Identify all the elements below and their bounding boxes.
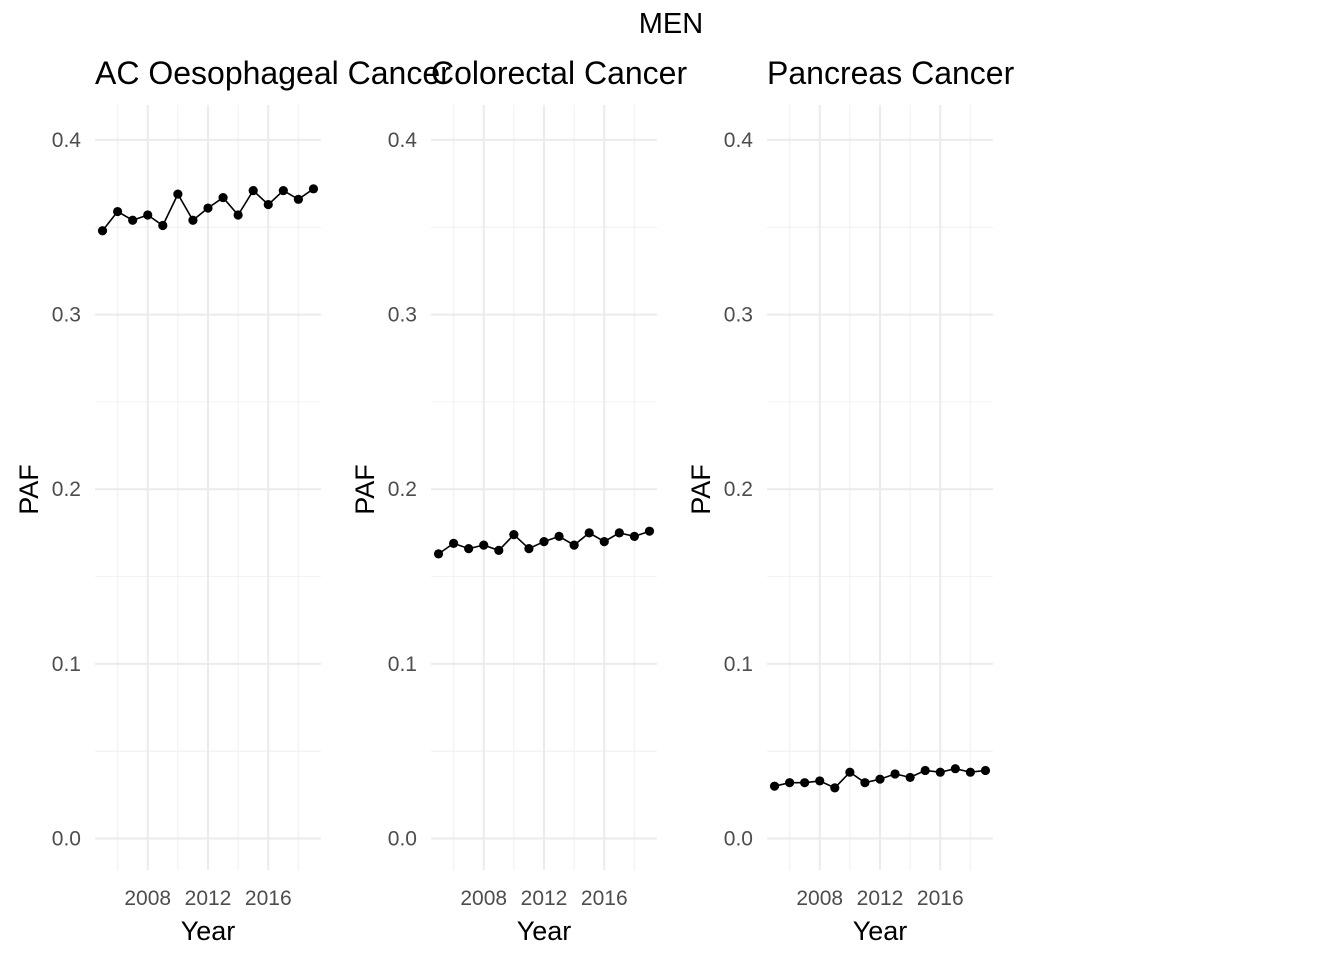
data-point bbox=[278, 185, 288, 196]
y-tick-label: 0.1 bbox=[388, 653, 417, 676]
data-point bbox=[785, 778, 795, 788]
data-point bbox=[173, 189, 183, 199]
data-point bbox=[113, 206, 123, 217]
data-point bbox=[614, 528, 624, 538]
x-tick-label: 2008 bbox=[124, 887, 171, 910]
data-point bbox=[449, 538, 459, 548]
x-axis-label: Year bbox=[181, 916, 236, 946]
data-point bbox=[158, 220, 168, 231]
y-tick-label: 0.1 bbox=[52, 653, 81, 676]
y-tick-label: 0.1 bbox=[724, 653, 753, 676]
data-point bbox=[599, 537, 609, 547]
data-point bbox=[464, 544, 474, 554]
x-axis-label: Year bbox=[517, 916, 572, 946]
y-axis-label: PAF bbox=[14, 464, 44, 515]
data-point bbox=[860, 778, 870, 788]
y-tick-label: 0.0 bbox=[52, 828, 81, 851]
data-point bbox=[524, 544, 534, 554]
y-tick-label: 0.3 bbox=[724, 304, 753, 327]
y-tick-label: 0.3 bbox=[388, 304, 417, 327]
x-tick-label: 2012 bbox=[185, 887, 232, 910]
panel-title: Pancreas Cancer bbox=[767, 55, 1015, 91]
data-point bbox=[584, 528, 594, 538]
y-tick-label: 0.0 bbox=[388, 828, 417, 851]
data-point bbox=[188, 215, 198, 225]
data-point bbox=[769, 781, 780, 791]
x-tick-label: 2016 bbox=[245, 887, 292, 910]
data-point bbox=[97, 226, 108, 236]
y-tick-label: 0.4 bbox=[724, 129, 754, 152]
x-axis-label: Year bbox=[853, 916, 908, 946]
data-point bbox=[845, 767, 855, 777]
data-point bbox=[935, 767, 945, 777]
data-point bbox=[875, 774, 885, 784]
data-point bbox=[539, 537, 549, 547]
data-point bbox=[950, 764, 960, 774]
y-tick-label: 0.3 bbox=[52, 304, 81, 327]
x-tick-label: 2012 bbox=[521, 887, 568, 910]
data-point bbox=[248, 185, 258, 196]
data-point bbox=[905, 772, 915, 783]
panel-title: Colorectal Cancer bbox=[431, 55, 687, 91]
data-point bbox=[263, 199, 273, 210]
y-axis-label: PAF bbox=[350, 464, 380, 515]
data-point bbox=[629, 531, 640, 542]
data-point bbox=[830, 783, 840, 793]
panel-3: 0.0 0.1 0.2 0.3 0.4 2008 2012 2016 Year PAF Pancre… bbox=[686, 55, 1015, 946]
data-point bbox=[965, 767, 976, 777]
x-tick-label: 2008 bbox=[796, 887, 843, 910]
data-point bbox=[800, 778, 810, 788]
x-tick-label: 2008 bbox=[460, 887, 507, 910]
x-tick-label: 2012 bbox=[857, 887, 904, 910]
y-tick-label: 0.2 bbox=[724, 478, 753, 501]
data-point bbox=[233, 210, 243, 220]
data-point bbox=[128, 215, 138, 225]
y-tick-label: 0.4 bbox=[388, 129, 418, 152]
data-point bbox=[143, 210, 153, 220]
x-tick-label: 2016 bbox=[581, 887, 628, 910]
panel-2: 0.0 0.1 0.2 0.3 0.4 2008 2012 2016 Year PAF Colore… bbox=[350, 55, 687, 946]
figure-title: MEN bbox=[639, 8, 703, 40]
data-point bbox=[569, 540, 579, 550]
data-point bbox=[479, 540, 489, 550]
y-tick-label: 0.2 bbox=[52, 478, 81, 501]
x-tick-label: 2016 bbox=[917, 887, 964, 910]
y-tick-label: 0.4 bbox=[52, 129, 82, 152]
panel-title: AC Oesophageal Cancer bbox=[95, 55, 451, 91]
data-point bbox=[293, 194, 303, 204]
data-point bbox=[920, 765, 930, 776]
data-point bbox=[308, 184, 319, 194]
y-tick-label: 0.0 bbox=[724, 828, 753, 851]
data-point bbox=[218, 192, 228, 203]
data-point bbox=[644, 526, 655, 536]
y-axis-label: PAF bbox=[686, 464, 716, 515]
data-point bbox=[203, 203, 213, 213]
data-point bbox=[815, 776, 825, 786]
y-tick-label: 0.2 bbox=[388, 478, 417, 501]
data-point bbox=[890, 769, 900, 779]
data-point bbox=[980, 765, 991, 776]
data-point bbox=[509, 530, 519, 540]
data-point bbox=[494, 545, 504, 555]
data-point bbox=[433, 549, 444, 559]
data-point bbox=[554, 531, 564, 542]
panel-1: 0.0 0.1 0.2 0.3 0.4 2008 2012 2016 Year PAF AC Oes… bbox=[14, 55, 451, 946]
